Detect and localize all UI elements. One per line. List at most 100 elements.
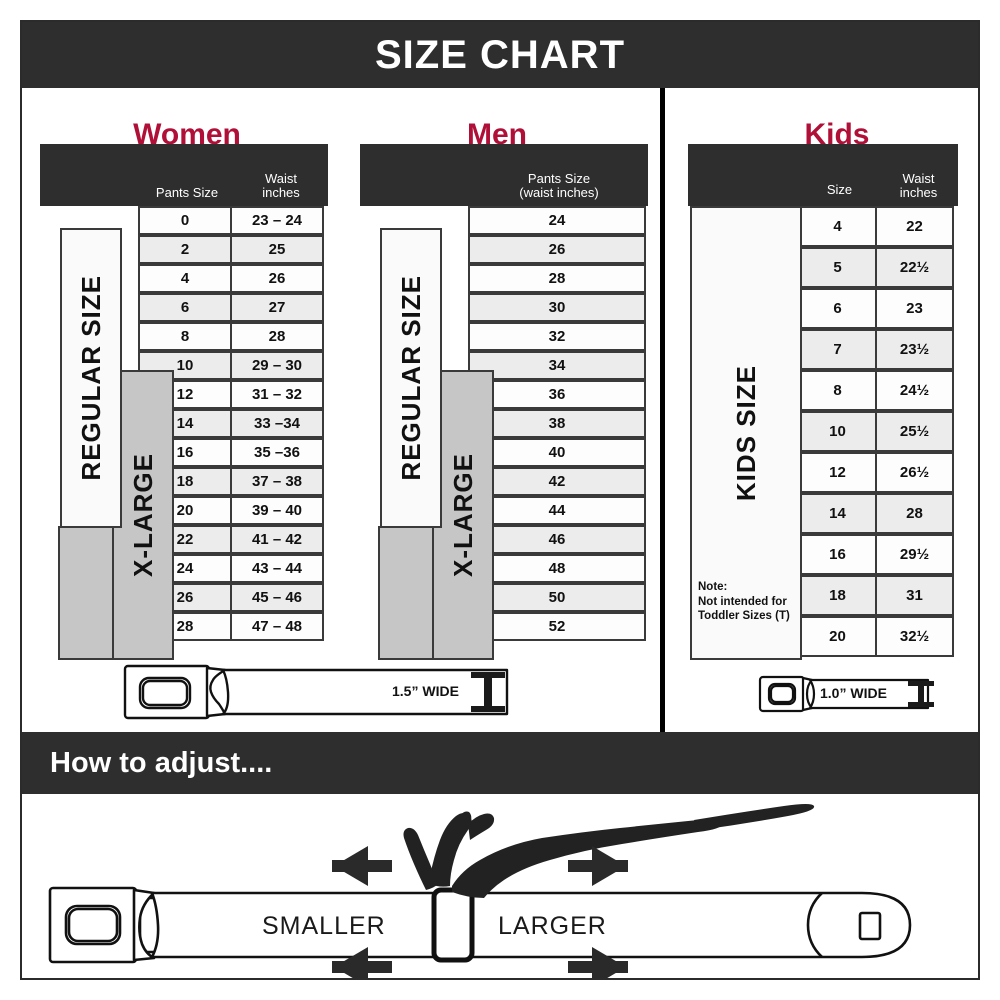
women-row: 8 28 (138, 322, 328, 353)
women-header-waist-line1: Waist (264, 170, 298, 186)
men-cell: 30 (468, 293, 646, 322)
men-header-line1: Pants Size (527, 170, 591, 186)
women-cell: 27 (230, 293, 324, 322)
men-row: 24 (468, 206, 648, 237)
women-cell: 47 – 48 (230, 612, 324, 641)
men-cell: 26 (468, 235, 646, 264)
men-regular-label: REGULAR SIZE (395, 275, 426, 481)
kids-cell: 29½ (875, 534, 954, 575)
men-cell: 32 (468, 322, 646, 351)
men-row: 38 (468, 409, 648, 440)
men-cell: 44 (468, 496, 646, 525)
men-row: 52 (468, 612, 648, 643)
adjust-label-larger: LARGER (498, 912, 607, 940)
men-cell: 34 (468, 351, 646, 380)
adjust-belt-svg (48, 804, 912, 987)
kids-row: 12 26½ (798, 452, 958, 495)
kids-cell: 8 (798, 370, 877, 411)
men-xlarge-fill (378, 526, 434, 660)
arrow-larger-bottom-icon (568, 947, 628, 987)
men-row: 42 (468, 467, 648, 498)
women-cell: 29 – 30 (230, 351, 324, 380)
women-row: 12 31 – 32 (138, 380, 328, 411)
women-cell: 31 – 32 (230, 380, 324, 409)
adult-belt-svg (123, 664, 509, 720)
men-row: 40 (468, 438, 648, 469)
men-cell: 50 (468, 583, 646, 612)
women-header-pants-size: Pants Size (155, 185, 219, 201)
arrow-smaller-top-icon (332, 846, 392, 886)
kids-cell: 18 (798, 575, 877, 616)
men-cell: 52 (468, 612, 646, 641)
adult-belt-diagram: 1.5” WIDE (107, 656, 537, 726)
kids-row: 14 28 (798, 493, 958, 536)
men-category-xlarge: X-LARGE (432, 370, 494, 660)
men-table-header: Pants Size (waist inches) (360, 144, 648, 206)
women-row: 2 25 (138, 235, 328, 266)
men-cell: 46 (468, 525, 646, 554)
how-to-adjust-bar: How to adjust.... (22, 732, 978, 794)
kids-cell: 28 (875, 493, 954, 534)
men-row: 48 (468, 554, 648, 585)
kids-header-waist-line2: inches (899, 185, 938, 201)
women-cell: 28 (230, 322, 324, 351)
men-xlarge-label: X-LARGE (447, 453, 478, 577)
men-category-regular: REGULAR SIZE (380, 228, 442, 528)
women-cell: 8 (138, 322, 232, 351)
kids-cell: 22½ (875, 247, 954, 288)
kids-note: Note: Not intended for Toddler Sizes (T) (698, 580, 802, 624)
kids-header-size: Size (826, 182, 853, 198)
women-regular-label: REGULAR SIZE (75, 275, 106, 481)
men-row: 46 (468, 525, 648, 556)
women-cell: 6 (138, 293, 232, 322)
kids-row: 20 32½ (798, 616, 958, 659)
kids-cell: 5 (798, 247, 877, 288)
men-row: 30 (468, 293, 648, 324)
title-bar: SIZE CHART (22, 22, 978, 88)
chart-frame: SIZE CHART Women Men Kids Pants Size Wai… (20, 20, 980, 987)
men-cell: 40 (468, 438, 646, 467)
women-row: 4 26 (138, 264, 328, 295)
kids-width-marker-icon (908, 681, 934, 707)
women-row: 0 23 – 24 (138, 206, 328, 237)
arrow-smaller-bottom-icon (332, 947, 392, 987)
women-cell: 39 – 40 (230, 496, 324, 525)
men-row: 34 (468, 351, 648, 382)
kids-cell: 24½ (875, 370, 954, 411)
men-cell: 24 (468, 206, 646, 235)
kids-note-line3: Toddler Sizes (T) (698, 610, 790, 623)
men-row: 50 (468, 583, 648, 614)
kids-cell: 22 (875, 206, 954, 247)
adult-belt-width-label: 1.5” WIDE (392, 683, 459, 699)
hand-icon (403, 804, 815, 898)
women-row: 18 37 – 38 (138, 467, 328, 498)
women-cell: 2 (138, 235, 232, 264)
women-row: 6 27 (138, 293, 328, 324)
men-row: 32 (468, 322, 648, 353)
men-row: 36 (468, 380, 648, 411)
kids-header-waist-line1: Waist (902, 170, 935, 186)
kids-row: 16 29½ (798, 534, 958, 577)
kids-note-line1: Note: (698, 581, 728, 593)
women-table-header: Pants Size Waist inches (40, 144, 328, 206)
kids-cell: 14 (798, 493, 877, 534)
women-table: Pants Size Waist inches 0 23 – 24 2 25 4 26 6 2… (40, 144, 328, 643)
kids-category-panel: KIDS SIZE (690, 206, 802, 660)
how-to-adjust-title: How to adjust.... (50, 746, 273, 779)
women-cell: 43 – 44 (230, 554, 324, 583)
kids-row: 10 25½ (798, 411, 958, 454)
kids-cell: 12 (798, 452, 877, 493)
section-divider (660, 88, 665, 732)
kids-row: 5 22½ (798, 247, 958, 290)
kids-header-waist: Waist inches (879, 170, 958, 206)
kids-size-label: KIDS SIZE (730, 364, 761, 502)
women-xlarge-label: X-LARGE (127, 453, 158, 577)
women-cell: 4 (138, 264, 232, 293)
arrow-larger-top-icon (568, 846, 628, 886)
women-cell: 41 – 42 (230, 525, 324, 554)
adjust-diagram: SMALLER LARGER (22, 794, 978, 987)
women-cell: 26 (230, 264, 324, 293)
kids-row: 8 24½ (798, 370, 958, 413)
women-cell: 23 – 24 (230, 206, 324, 235)
